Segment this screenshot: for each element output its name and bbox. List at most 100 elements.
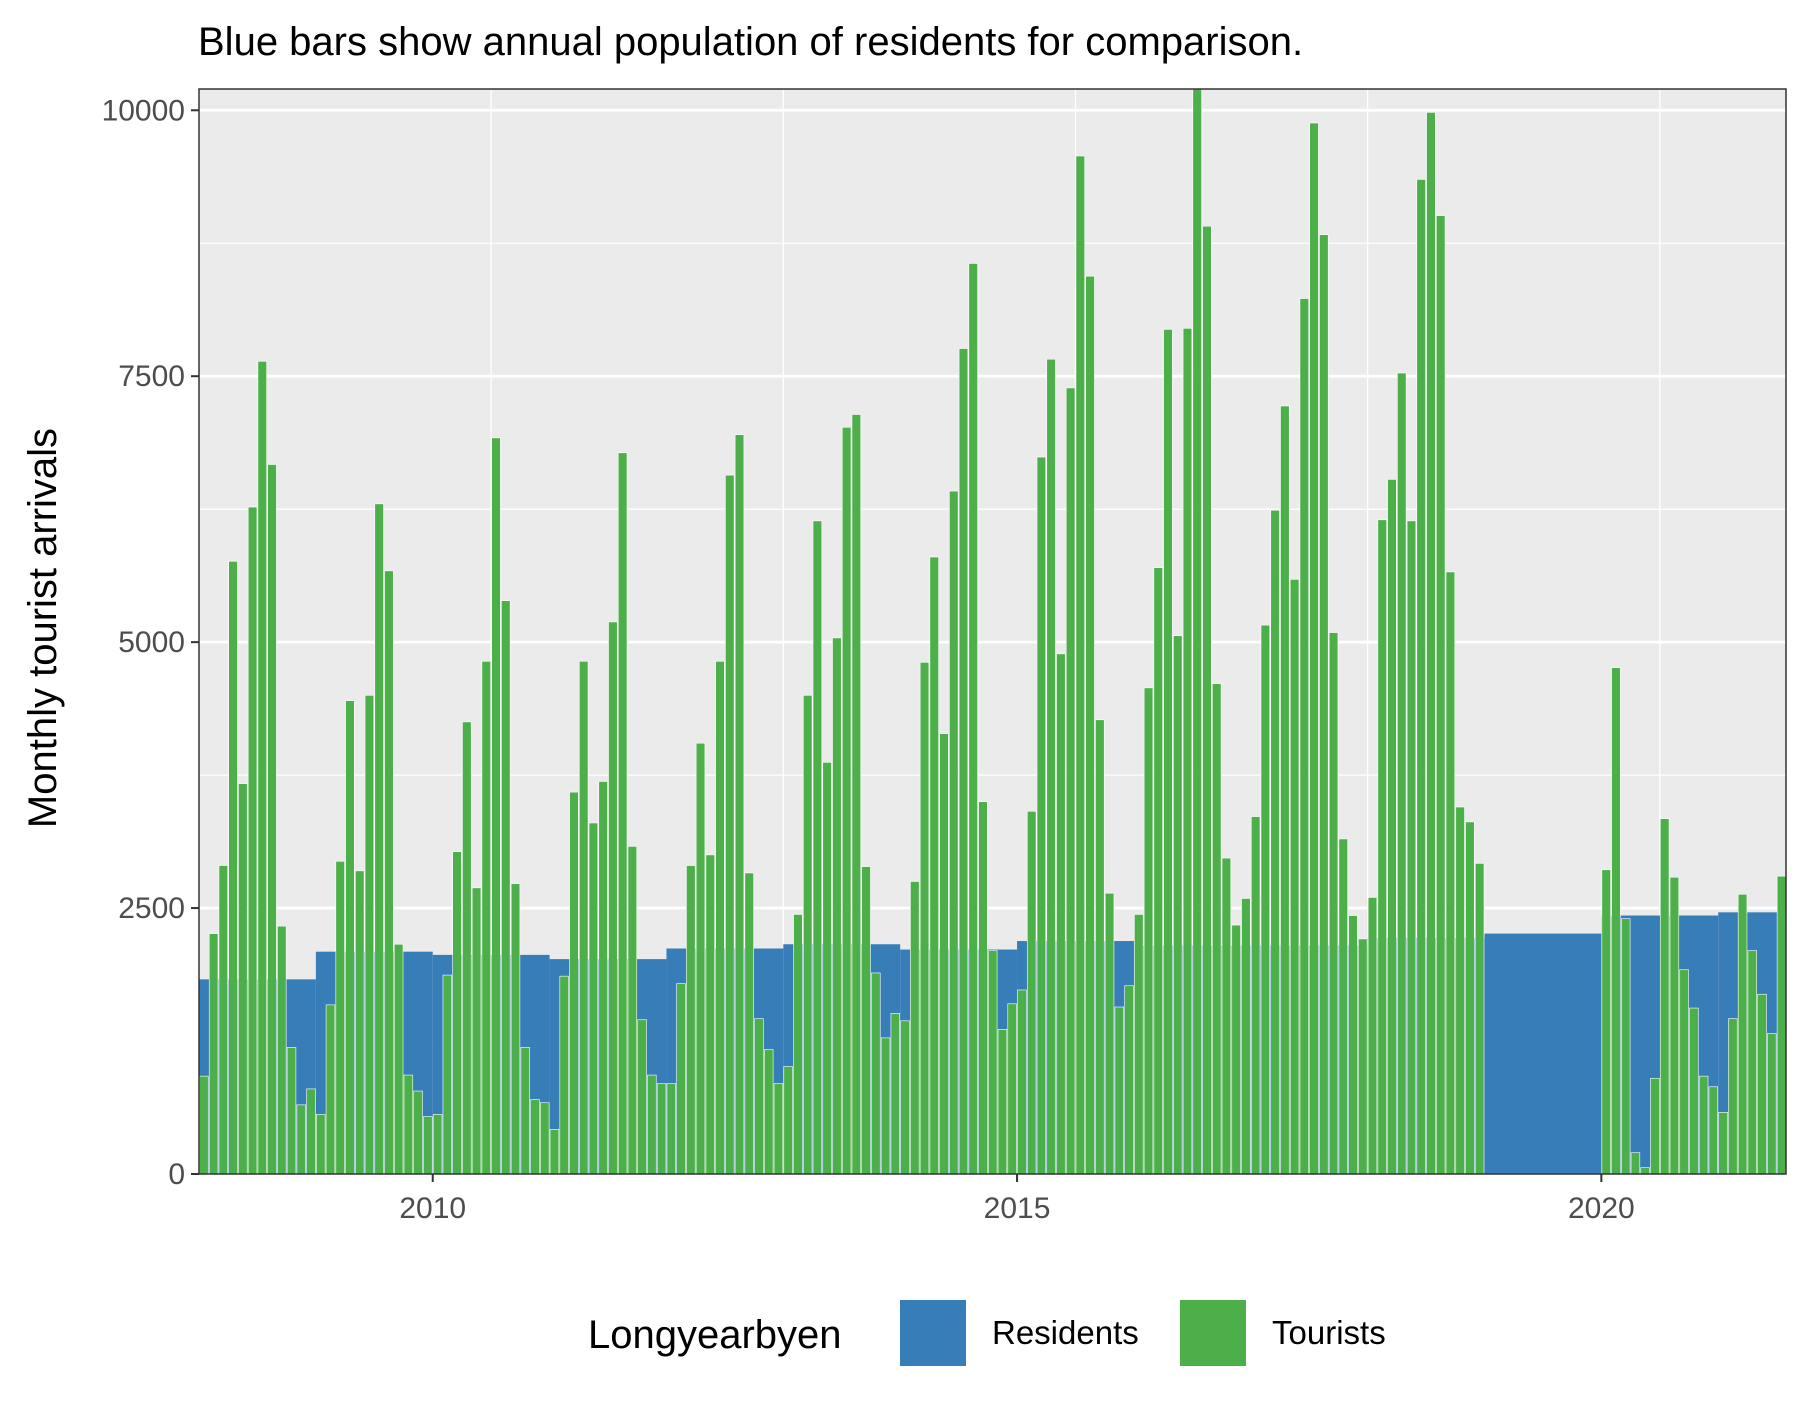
tourist-bar bbox=[1757, 993, 1767, 1175]
tourist-bar bbox=[247, 506, 258, 1175]
tourist-bar bbox=[832, 637, 842, 1175]
tourist-bar bbox=[1728, 1018, 1738, 1175]
tourist-bar bbox=[403, 1074, 414, 1175]
tourist-bar bbox=[725, 474, 735, 1175]
tourist-bar bbox=[598, 781, 608, 1175]
tourist-bar bbox=[364, 695, 375, 1175]
tourist-bar bbox=[1387, 479, 1397, 1175]
resident-bar bbox=[783, 944, 901, 1174]
resident-bar bbox=[1484, 933, 1602, 1174]
resident-bar bbox=[1601, 915, 1719, 1174]
tourist-bar bbox=[481, 660, 491, 1175]
tourist-bar bbox=[1377, 519, 1387, 1175]
x-tick-label: 2010 bbox=[399, 1192, 466, 1225]
tourist-bar bbox=[335, 860, 345, 1175]
x-tick-label: 2015 bbox=[984, 1192, 1051, 1225]
resident-bar bbox=[1250, 945, 1368, 1174]
tourist-bar bbox=[471, 887, 482, 1175]
resident-bar bbox=[315, 951, 433, 1174]
tourist-bar bbox=[578, 660, 589, 1175]
tourist-bar bbox=[442, 974, 453, 1175]
tourist-bar bbox=[530, 1099, 540, 1175]
tourist-bar bbox=[325, 1004, 336, 1175]
tourist-bar bbox=[608, 621, 618, 1175]
tourist-bar bbox=[1679, 969, 1689, 1175]
tourist-bar bbox=[1776, 875, 1787, 1175]
tourist-bar bbox=[851, 414, 862, 1175]
tourist-bar bbox=[1260, 624, 1271, 1175]
tourist-bar bbox=[1445, 571, 1456, 1175]
tourist-bar bbox=[705, 854, 715, 1175]
tourist-bar bbox=[686, 865, 696, 1175]
tourist-bar bbox=[1056, 653, 1066, 1175]
tourist-bar bbox=[734, 434, 745, 1175]
tourist-bar bbox=[647, 1074, 657, 1175]
tourist-bar bbox=[939, 733, 949, 1175]
legend-label-residents: Residents bbox=[992, 1314, 1139, 1351]
tourist-bar bbox=[929, 556, 939, 1175]
tourist-bar bbox=[1455, 806, 1465, 1175]
tourist-bar bbox=[1221, 857, 1232, 1175]
tourist-bar bbox=[1182, 328, 1193, 1175]
tourist-bar bbox=[306, 1088, 316, 1175]
tourist-bar bbox=[1640, 1167, 1650, 1175]
tourist-bar bbox=[1474, 863, 1485, 1175]
tourist-bar bbox=[423, 1116, 433, 1175]
tourist-bar bbox=[783, 1066, 793, 1175]
tourist-bar bbox=[988, 950, 998, 1175]
tourist-bar bbox=[822, 762, 832, 1175]
tourist-bar bbox=[1104, 892, 1115, 1175]
tourist-bar bbox=[238, 783, 248, 1175]
tourist-bar bbox=[1669, 876, 1680, 1175]
tourist-bar bbox=[199, 1075, 209, 1175]
tourist-bar bbox=[1650, 1077, 1660, 1175]
tourist-bar bbox=[919, 662, 930, 1175]
tourist-bar bbox=[1328, 632, 1339, 1175]
tourist-bar bbox=[617, 452, 628, 1175]
tourist-bar bbox=[1046, 358, 1056, 1175]
tourist-bar bbox=[1406, 520, 1417, 1175]
tourist-bar bbox=[1231, 924, 1241, 1175]
tourist-bar bbox=[1026, 810, 1037, 1175]
legend-label-tourists: Tourists bbox=[1272, 1314, 1386, 1351]
tourist-bar bbox=[793, 914, 803, 1175]
tourist-bar bbox=[1202, 225, 1212, 1175]
tourist-bar bbox=[228, 560, 238, 1175]
resident-bar bbox=[1133, 945, 1251, 1174]
tourist-bar bbox=[501, 600, 511, 1175]
tourist-bar bbox=[880, 1037, 891, 1175]
tourist-bar bbox=[715, 660, 725, 1175]
legend-title: Longyearbyen bbox=[588, 1313, 842, 1357]
resident-bar bbox=[549, 959, 667, 1174]
y-tick-label: 5000 bbox=[118, 626, 185, 659]
tourist-bar bbox=[1250, 816, 1261, 1175]
tourist-bar bbox=[627, 846, 638, 1175]
tourist-bar bbox=[384, 570, 394, 1175]
tourist-bar bbox=[413, 1090, 423, 1175]
tourist-bar bbox=[978, 801, 988, 1175]
tourist-bar bbox=[1065, 387, 1076, 1175]
tourist-bar bbox=[1621, 918, 1631, 1175]
resident-bar bbox=[199, 979, 316, 1174]
tourist-bar bbox=[208, 933, 219, 1175]
tourist-bar bbox=[1601, 869, 1611, 1175]
tourist-bar bbox=[432, 1114, 443, 1175]
tourist-bar bbox=[374, 503, 384, 1175]
tourist-bar bbox=[1192, 88, 1202, 1175]
tourist-bar bbox=[1630, 1152, 1641, 1175]
tourist-bar bbox=[754, 1018, 764, 1175]
tourist-bar bbox=[1173, 635, 1183, 1175]
tourist-bar bbox=[1747, 950, 1757, 1175]
tourist-bar bbox=[1358, 938, 1368, 1175]
tourist-bar bbox=[871, 972, 881, 1175]
tourist-bar bbox=[1338, 838, 1348, 1175]
tourist-bar bbox=[1095, 719, 1105, 1175]
tourist-bar bbox=[744, 872, 754, 1175]
tourist-bar bbox=[666, 1083, 677, 1175]
tourist-bar bbox=[1708, 1086, 1719, 1175]
tourist-bar bbox=[968, 263, 978, 1175]
tourist-bar bbox=[861, 866, 871, 1175]
legend: Longyearbyen Residents Tourists bbox=[588, 1300, 1386, 1366]
tourist-bar bbox=[1299, 298, 1310, 1175]
tourist-bar bbox=[393, 943, 404, 1175]
